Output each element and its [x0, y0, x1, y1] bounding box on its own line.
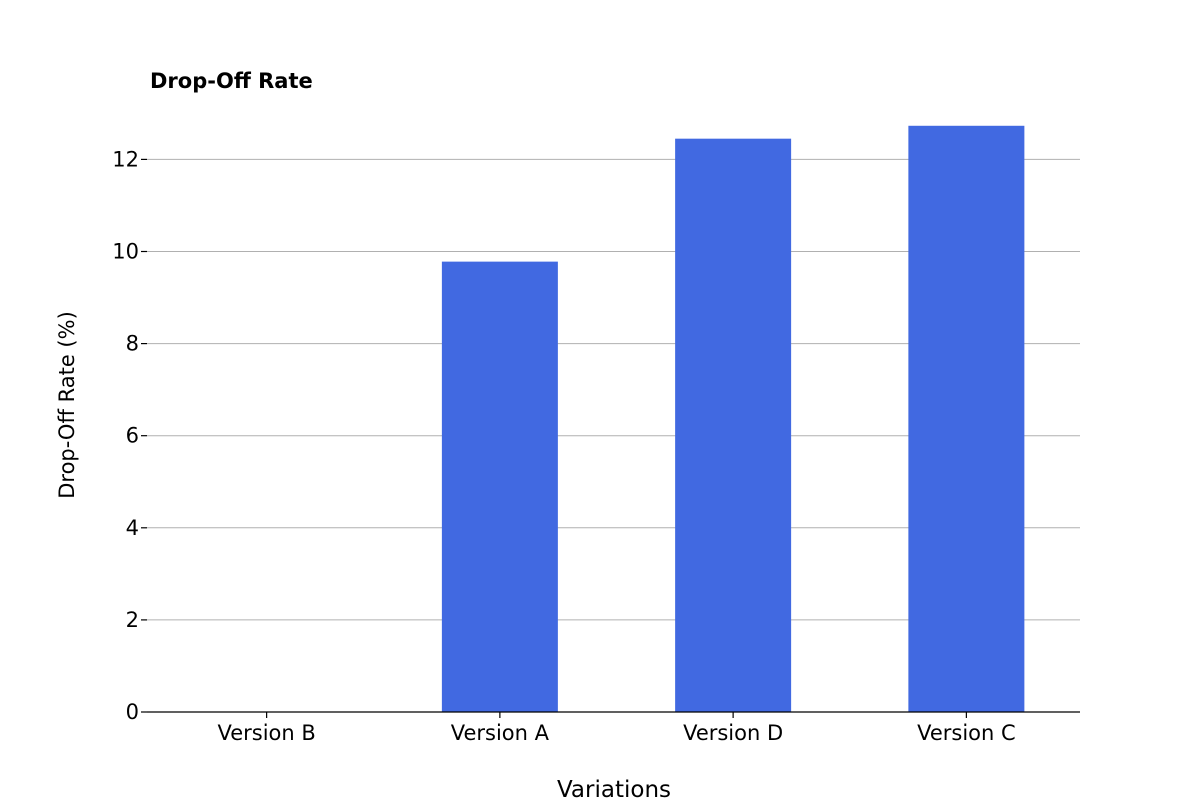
x-tick-label: Version B	[217, 721, 315, 745]
bar	[908, 125, 1025, 712]
y-axis-label: Drop-Off Rate (%)	[55, 311, 79, 499]
x-tick-label: Version C	[917, 721, 1016, 745]
y-tick-label: 2	[126, 608, 139, 632]
x-ticks: Version B Version A Version D Version C	[217, 712, 1016, 745]
x-axis-label: Variations	[557, 777, 671, 800]
y-tick-label: 10	[112, 240, 139, 264]
y-tick-label: 4	[126, 516, 139, 540]
chart-title: Drop-Off Rate	[150, 69, 313, 93]
y-tick-label: 6	[126, 424, 139, 448]
bars	[441, 125, 1025, 713]
x-tick-label: Version A	[451, 721, 550, 745]
y-tick-label: 8	[126, 332, 139, 356]
x-tick-label: Version D	[683, 721, 783, 745]
bar	[675, 138, 792, 713]
y-ticks: 0 2 4 6 8 10 12	[112, 147, 147, 724]
bar	[441, 261, 558, 712]
y-tick-label: 12	[112, 147, 139, 171]
y-tick-label: 0	[126, 700, 139, 724]
